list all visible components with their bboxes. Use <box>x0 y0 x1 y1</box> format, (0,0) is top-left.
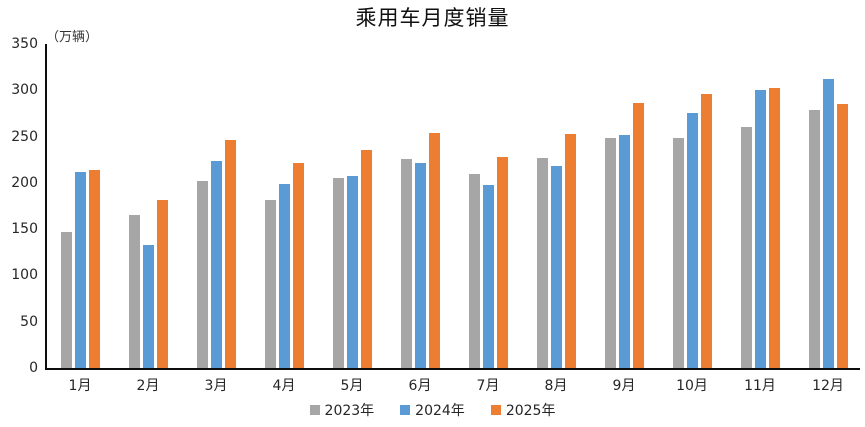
bar <box>414 162 426 368</box>
x-axis-tick-label: 11月 <box>744 378 776 394</box>
bar <box>332 178 344 368</box>
bar-group <box>250 44 318 368</box>
bar-group <box>182 44 250 368</box>
bar <box>428 132 440 368</box>
plot-area <box>46 44 862 368</box>
x-axis-tick-label: 9月 <box>612 378 636 394</box>
bar-group <box>454 44 522 368</box>
bar <box>360 150 372 368</box>
bar-group <box>590 44 658 368</box>
bar <box>700 94 712 368</box>
x-axis-tick-label: 4月 <box>272 378 296 394</box>
bar <box>564 133 576 368</box>
legend-swatch-icon <box>309 405 320 415</box>
bar <box>128 215 140 368</box>
y-axis-tick-label: 100 <box>11 267 38 284</box>
y-axis-unit-label: （万辆） <box>46 30 99 45</box>
bar <box>808 109 820 368</box>
bar <box>60 231 72 368</box>
y-axis-tick-label: 50 <box>20 313 38 330</box>
bar <box>604 138 616 368</box>
y-axis-tick-label: 0 <box>29 360 38 376</box>
bar <box>142 244 154 368</box>
bar-group <box>46 44 114 368</box>
bar <box>400 158 412 368</box>
bar <box>210 160 222 368</box>
bar-group <box>318 44 386 368</box>
bar <box>822 79 834 368</box>
bar-group <box>522 44 590 368</box>
bar <box>550 166 562 368</box>
legend-label: 2024年 <box>415 403 465 419</box>
legend: 2023年 2024年 2025年 <box>0 400 865 420</box>
bar <box>836 104 848 368</box>
bar-group <box>658 44 726 368</box>
bar <box>264 200 276 368</box>
bar <box>88 169 100 368</box>
bar <box>672 137 684 368</box>
chart-title: 乘用车月度销量 <box>355 6 510 30</box>
bar <box>496 156 508 368</box>
bar <box>618 134 630 368</box>
legend-label: 2025年 <box>505 403 556 419</box>
x-axis-tick-label: 5月 <box>340 378 364 394</box>
x-axis-tick-label: 2月 <box>136 378 160 394</box>
x-axis-tick-label: 12月 <box>812 378 844 394</box>
x-axis-tick-label: 8月 <box>544 378 568 394</box>
bar <box>156 199 168 368</box>
x-axis-line <box>45 368 860 370</box>
bar <box>740 127 752 368</box>
bar <box>768 87 780 368</box>
bar-group <box>114 44 182 368</box>
bar <box>482 184 494 368</box>
x-axis-tick-label: 6月 <box>408 378 432 394</box>
bar <box>754 90 766 368</box>
x-axis-labels: 1月 2月 3月 4月 5月 6月 7月 8月 9月 10月 11月 12月 <box>46 375 862 395</box>
legend-item: 2024年 <box>400 400 465 420</box>
legend-swatch-icon <box>490 405 501 415</box>
x-axis-tick-label: 1月 <box>68 378 92 394</box>
bar <box>224 140 236 368</box>
bar <box>536 157 548 368</box>
legend-label: 2023年 <box>324 403 375 419</box>
y-axis-tick-label: 250 <box>11 128 38 145</box>
bar <box>686 113 698 368</box>
x-axis-tick-label: 10月 <box>676 378 708 394</box>
bar <box>278 183 290 368</box>
legend-swatch-icon <box>400 405 411 415</box>
legend-item: 2025年 <box>490 400 556 420</box>
y-axis-line <box>45 44 47 369</box>
bar-group <box>386 44 454 368</box>
bar-group <box>794 44 862 368</box>
x-axis-tick-label: 3月 <box>204 378 228 394</box>
y-axis-tick-label: 200 <box>11 174 38 191</box>
bar <box>468 173 480 368</box>
bar <box>74 171 86 368</box>
bar <box>632 103 644 368</box>
bar <box>346 176 358 368</box>
bar-group <box>726 44 794 368</box>
bar <box>292 162 304 368</box>
y-axis-tick-label: 300 <box>11 82 38 99</box>
y-axis-tick-label: 350 <box>11 36 38 52</box>
x-axis-tick-label: 7月 <box>476 378 500 394</box>
legend-item: 2023年 <box>309 400 375 420</box>
y-axis-tick-label: 150 <box>11 221 38 238</box>
bar <box>196 181 208 368</box>
